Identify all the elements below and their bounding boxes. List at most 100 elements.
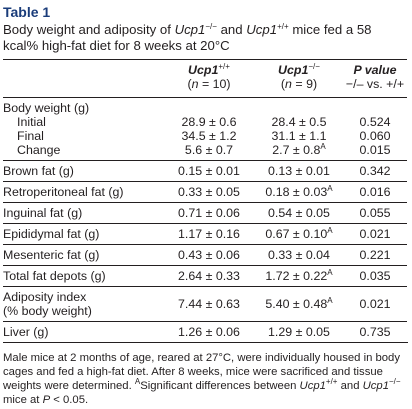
table-row: Mesenteric fat (g) 0.43 ± 0.06 0.33 ± 0.04…: [3, 244, 407, 266]
table-body: Body weight (g) Initial 28.9 ± 0.6 28.4 ± 0…: [3, 98, 407, 343]
table-row: Brown fat (g) 0.15 ± 0.01 0.13 ± 0.01 0.342: [3, 160, 407, 182]
row-label: Liver (g): [3, 322, 163, 343]
value: 5.40 ± 0.48: [265, 297, 328, 311]
value: 28.9 ± 0.6: [181, 115, 237, 129]
header-row: Ucp1+/+ (n = 10) Ucp1−/− (n = 9) P value −/…: [3, 59, 407, 98]
value-cell: 2.7 ± 0.8A: [255, 143, 343, 161]
value: 5.6 ± 0.7: [184, 143, 234, 157]
row-label: Body weight (g): [3, 98, 407, 115]
p-value-header: P value: [354, 63, 397, 77]
row-label: Total fat depots (g): [3, 265, 163, 287]
value: 0.055: [359, 206, 391, 220]
value-cell: 1.72 ± 0.22A: [255, 265, 343, 287]
value-cell: 0.33 ± 0.05: [163, 181, 255, 203]
genotype: +/+: [325, 377, 338, 386]
value-cell: 28.9 ± 0.6: [163, 115, 255, 129]
footnote-mark: A: [134, 377, 141, 386]
comparison: −/– vs. +/+: [345, 77, 405, 91]
value: 0.021: [359, 297, 391, 311]
value-cell: 0.060: [343, 129, 407, 143]
n-text: = 9): [291, 77, 318, 91]
value-cell: 0.43 ± 0.06: [163, 244, 255, 266]
data-table: Ucp1+/+ (n = 10) Ucp1−/− (n = 9) P value −/…: [3, 59, 407, 342]
row-label: Mesenteric fat (g): [3, 244, 163, 266]
value: 0.71 ± 0.06: [178, 206, 240, 220]
row-label: Retroperitoneal fat (g): [3, 181, 163, 203]
p-symbol: P: [42, 394, 51, 406]
value: 0.016: [359, 185, 391, 199]
value: 0.015: [359, 143, 391, 157]
gene: Ucp1: [299, 380, 326, 392]
label: Inguinal fat (g): [3, 206, 83, 220]
genotype: −/−: [308, 62, 320, 71]
column-header: P value −/– vs. +/+: [343, 59, 407, 98]
footnote-text: < 0.05.: [50, 394, 89, 406]
value-cell: 0.015: [343, 143, 407, 161]
value: 0.221: [359, 248, 391, 262]
value-cell: 0.15 ± 0.01: [163, 160, 255, 182]
footnote: Male mice at 2 months of age, reared at …: [3, 342, 408, 407]
column-header: Ucp1+/+ (n = 10): [163, 59, 255, 98]
value-cell: 0.71 ± 0.06: [163, 202, 255, 224]
value: 0.33 ± 0.04: [268, 248, 330, 262]
label: Initial: [17, 115, 46, 129]
value: 2.7 ± 0.8: [272, 143, 321, 157]
value-cell: 0.342: [343, 160, 407, 182]
value: 31.1 ± 1.1: [271, 129, 327, 143]
value-cell: 0.13 ± 0.01: [255, 160, 343, 182]
label: Final: [17, 129, 44, 143]
row-label: Brown fat (g): [3, 160, 163, 182]
value-cell: 0.735: [343, 322, 407, 343]
value-cell: 1.17 ± 0.16: [163, 223, 255, 245]
value: 28.4 ± 0.5: [271, 115, 327, 129]
value: 0.43 ± 0.06: [178, 248, 240, 262]
gene: Ucp1: [278, 63, 309, 77]
label: Retroperitoneal fat (g): [3, 185, 124, 199]
row-label: Final: [3, 129, 163, 143]
value-cell: 0.67 ± 0.10A: [255, 223, 343, 245]
value: 7.44 ± 0.63: [178, 297, 240, 311]
row-label: Inguinal fat (g): [3, 202, 163, 224]
row-label: Adiposity index (% body weight): [3, 286, 163, 322]
row-label: Change: [3, 143, 163, 161]
value: 1.26 ± 0.06: [178, 325, 240, 339]
label: Total fat depots (g): [3, 269, 106, 283]
value: 1.17 ± 0.16: [178, 227, 240, 241]
value-cell: 0.524: [343, 115, 407, 129]
row-label: Epididymal fat (g): [3, 223, 163, 245]
value-cell: 7.44 ± 0.63: [163, 286, 255, 322]
table-row: Epididymal fat (g) 1.17 ± 0.16 0.67 ± 0.10…: [3, 223, 407, 245]
genotype: −/−: [205, 22, 217, 31]
value-cell: 0.54 ± 0.05: [255, 202, 343, 224]
column-header: Ucp1−/− (n = 9): [255, 59, 343, 98]
value-cell: 0.055: [343, 202, 407, 224]
value-cell: 5.6 ± 0.7: [163, 143, 255, 161]
label: Adiposity index: [3, 290, 87, 304]
genotype: +/+: [277, 22, 289, 31]
row-label: Initial: [3, 115, 163, 129]
value-cell: 0.016: [343, 181, 407, 203]
value: 0.33 ± 0.05: [178, 185, 240, 199]
footnote-text: and: [337, 380, 363, 392]
label: Liver (g): [3, 325, 49, 339]
value-cell: 1.29 ± 0.05: [255, 322, 343, 343]
value-cell: 28.4 ± 0.5: [255, 115, 343, 129]
gene: Ucp1: [362, 380, 389, 392]
value: 1.29 ± 0.05: [268, 325, 330, 339]
value-cell: 0.035: [343, 265, 407, 287]
p-label: P value: [353, 63, 397, 77]
table-row: Retroperitoneal fat (g) 0.33 ± 0.05 0.18 ±…: [3, 181, 407, 203]
value-cell: 0.33 ± 0.04: [255, 244, 343, 266]
value: 0.342: [359, 164, 391, 178]
label-sub: (% body weight): [3, 304, 92, 318]
label: Brown fat (g): [3, 164, 74, 178]
table-row: Inguinal fat (g) 0.71 ± 0.06 0.54 ± 0.05 0.…: [3, 202, 407, 224]
value-cell: 0.021: [343, 286, 407, 322]
significance-mark: A: [327, 296, 333, 305]
n-text: (: [187, 77, 192, 91]
footnote-text: mice at: [3, 394, 43, 406]
n-symbol: n: [285, 77, 292, 91]
value: 2.64 ± 0.33: [178, 269, 240, 283]
value: 0.524: [359, 115, 391, 129]
gene: Ucp1: [246, 22, 278, 37]
